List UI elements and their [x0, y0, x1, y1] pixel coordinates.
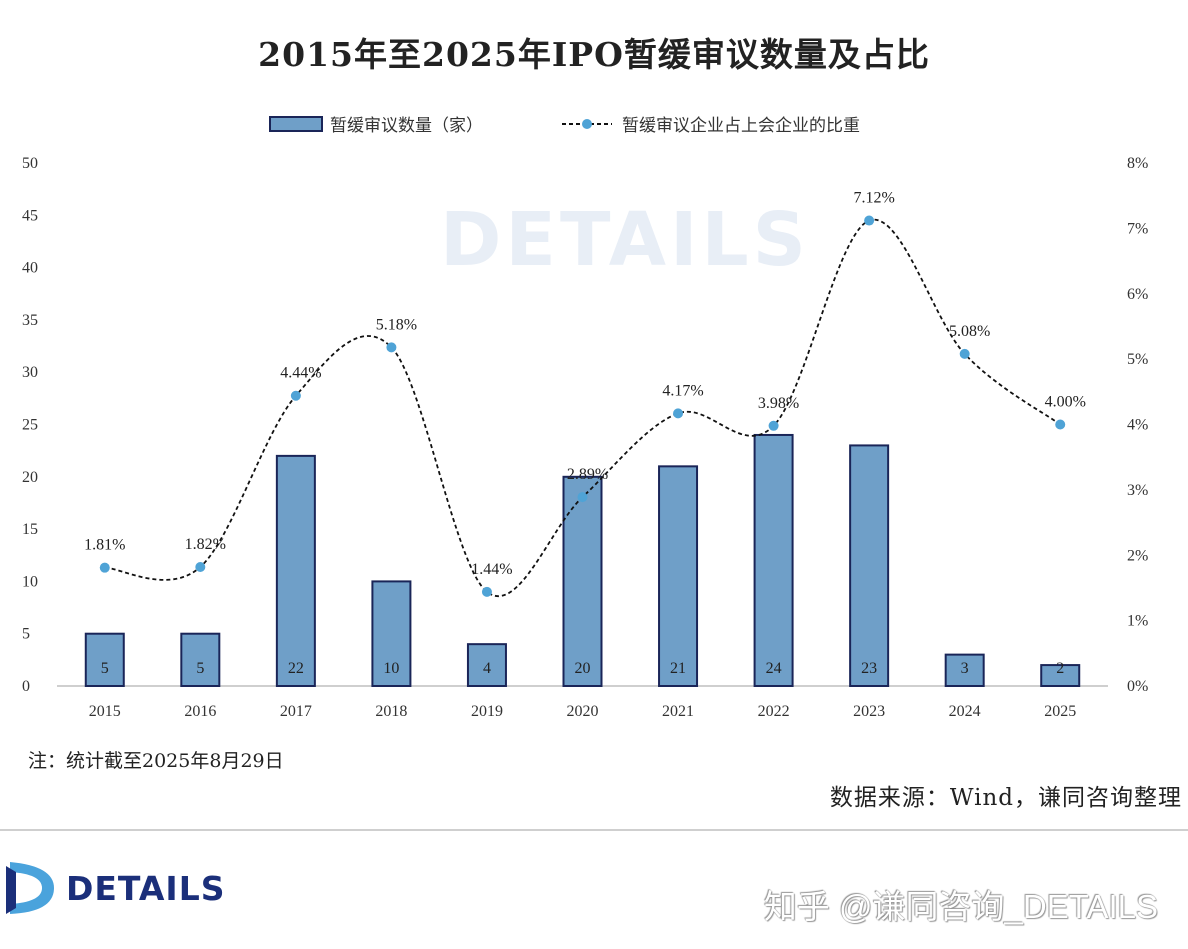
details-logo: DETAILS	[4, 858, 226, 918]
ratio-label: 5.18%	[376, 316, 417, 333]
x-tick-label: 2021	[662, 703, 694, 720]
y-left-tick-label: 5	[22, 626, 30, 643]
bar-value-label: 5	[196, 660, 204, 677]
bar-value-label: 23	[861, 660, 877, 677]
bar	[658, 465, 699, 687]
x-tick-label: 2019	[471, 703, 503, 720]
bar	[849, 444, 890, 688]
legend-line-label: 暂缓审议企业占上会企业的比重	[622, 116, 860, 136]
y-left-tick-label: 0	[22, 678, 30, 695]
bar	[84, 632, 125, 688]
ratio-point	[673, 408, 684, 419]
ratio-point	[99, 562, 110, 573]
bar-value-label: 22	[288, 660, 304, 677]
x-tick-label: 2022	[758, 703, 790, 720]
ratio-label: 4.00%	[1045, 394, 1086, 411]
bar-value-label: 21	[670, 660, 686, 677]
y-right-tick-label: 4%	[1127, 417, 1148, 434]
ratio-label: 1.82%	[185, 536, 226, 553]
ratio-point	[577, 492, 588, 503]
ratio-point	[481, 586, 492, 597]
chart-title: 2015年至2025年IPO暂缓审议数量及占比	[258, 35, 930, 74]
bar	[371, 580, 412, 688]
ratio-point	[1055, 419, 1066, 430]
legend-bar-swatch	[269, 116, 323, 132]
y-right-tick-label: 5%	[1127, 351, 1148, 368]
y-left-tick-label: 30	[22, 364, 38, 381]
y-right-tick-label: 3%	[1127, 482, 1148, 499]
bar-value-label: 10	[383, 660, 399, 677]
ratio-point	[864, 215, 875, 226]
y-right-tick-label: 8%	[1127, 155, 1148, 172]
ratio-point	[386, 342, 397, 353]
y-right-tick-label: 2%	[1127, 547, 1148, 564]
logo-mark-icon	[6, 862, 54, 914]
bar	[753, 433, 794, 687]
y-left-tick-label: 35	[22, 312, 38, 329]
x-tick-label: 2016	[184, 703, 216, 720]
y-left-tick-label: 45	[22, 207, 38, 224]
logo-text: DETAILS	[66, 868, 226, 908]
ratio-point	[290, 390, 301, 401]
ratio-label: 2.89%	[567, 466, 608, 483]
y-right-tick-label: 6%	[1127, 286, 1148, 303]
bar	[944, 653, 985, 687]
x-tick-label: 2024	[949, 703, 981, 720]
x-tick-label: 2020	[567, 703, 599, 720]
x-tick-label: 2018	[375, 703, 407, 720]
x-tick-label: 2017	[280, 703, 312, 720]
ratio-label: 4.44%	[280, 365, 321, 382]
bar-value-label: 24	[766, 660, 782, 677]
ratio-label: 3.98%	[758, 395, 799, 412]
bar	[466, 643, 507, 687]
legend-line-marker	[582, 119, 592, 129]
ratio-label: 1.44%	[471, 561, 512, 578]
note: 注：统计截至2025年8月29日	[28, 750, 284, 772]
ratio-point	[195, 562, 206, 573]
y-left-tick-label: 25	[22, 417, 38, 434]
y-right-tick-label: 1%	[1127, 613, 1148, 630]
ratio-label: 4.17%	[662, 382, 703, 399]
bar	[1040, 664, 1081, 688]
bar	[562, 475, 603, 687]
y-left-tick-label: 15	[22, 521, 38, 538]
bar-value-label: 4	[483, 660, 491, 677]
ratio-point	[768, 420, 779, 431]
watermark: DETAILS	[440, 197, 810, 283]
y-right-tick-label: 7%	[1127, 220, 1148, 237]
bar-value-label: 20	[575, 660, 591, 677]
bar-value-label: 3	[961, 660, 969, 677]
bar-value-label: 5	[101, 660, 109, 677]
x-tick-label: 2023	[853, 703, 885, 720]
y-left-tick-label: 10	[22, 573, 38, 590]
legend-bar-label: 暂缓审议数量（家）	[330, 116, 483, 136]
source-note: 数据来源：Wind，谦同咨询整理	[829, 785, 1182, 811]
ratio-label: 1.81%	[84, 537, 125, 554]
bar	[180, 632, 221, 688]
bar	[275, 454, 316, 687]
y-left-tick-label: 50	[22, 155, 38, 172]
y-right-tick-label: 0%	[1127, 678, 1148, 695]
chart: 051015202530354045500%1%2%3%4%5%6%7%8%20…	[22, 116, 1148, 720]
y-left-tick-label: 40	[22, 260, 38, 277]
ratio-label: 5.08%	[949, 323, 990, 340]
ratio-point	[959, 348, 970, 359]
bar-value-label: 2	[1056, 660, 1064, 677]
ratio-label: 7.12%	[853, 190, 894, 207]
zhihu-watermark: 知乎 @谦同咨询_DETAILS	[763, 888, 1158, 925]
x-tick-label: 2015	[89, 703, 121, 720]
y-left-tick-label: 20	[22, 469, 38, 486]
divider	[0, 829, 1188, 831]
x-tick-label: 2025	[1044, 703, 1076, 720]
